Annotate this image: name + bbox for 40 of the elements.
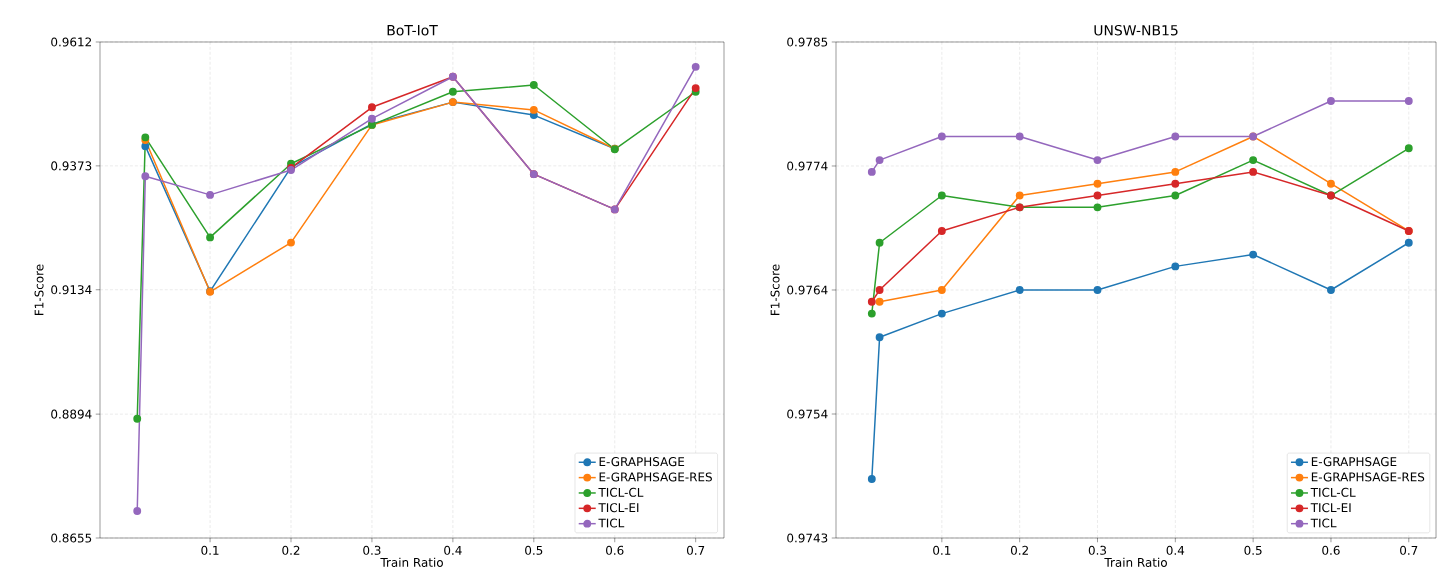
y-axis-title: F1-Score: [770, 264, 780, 315]
x-tick-label: 0.4: [1166, 545, 1185, 555]
x-tick-label: 0.6: [1322, 545, 1340, 555]
legend-label: TICL-EI: [598, 503, 639, 513]
x-tick-label: 0.2: [1010, 545, 1028, 555]
y-tick-label: 0.9612: [51, 37, 92, 47]
legend-label: TICL: [1310, 518, 1337, 528]
y-tick-label: 0.8894: [51, 409, 92, 419]
y-axis-title: F1-Score: [34, 264, 44, 315]
x-tick-label: 0.5: [525, 545, 543, 555]
legend-label: E-GRAPHSAGE-RES: [1311, 472, 1425, 482]
chart-title: UNSW-NB15: [1094, 24, 1178, 36]
y-tick-label: 0.9134: [51, 285, 92, 295]
chart-title: BoT-IoT: [387, 25, 438, 36]
legend-label: TICL-CL: [1310, 487, 1356, 497]
x-tick-label: 0.6: [606, 545, 624, 555]
x-tick-label: 0.1: [933, 545, 951, 555]
y-tick-label: 0.9785: [787, 37, 828, 47]
x-tick-label: 0.7: [686, 545, 705, 555]
legend-label: E-GRAPHSAGE-RES: [599, 472, 712, 482]
x-tick-label: 0.3: [363, 545, 381, 555]
legend-label: TICL-CL: [598, 487, 644, 497]
x-tick-label: 0.2: [282, 545, 300, 555]
y-tick-label: 0.9743: [787, 533, 828, 543]
y-tick-label: 0.8655: [51, 533, 92, 543]
x-tick-label: 0.3: [1088, 545, 1107, 555]
y-tick-label: 0.9373: [51, 161, 92, 171]
x-axis-title: Train Ratio: [380, 557, 443, 567]
x-tick-label: 0.7: [1400, 545, 1418, 555]
x-tick-label: 0.1: [201, 545, 219, 555]
x-tick-label: 0.4: [444, 545, 462, 555]
legend-label: E-GRAPHSAGE: [1311, 457, 1397, 467]
legend-label: TICL: [598, 518, 625, 528]
y-tick-label: 0.9774: [787, 161, 828, 171]
legend-label: E-GRAPHSAGE: [599, 457, 685, 467]
x-tick-label: 0.5: [1244, 545, 1262, 555]
y-tick-label: 0.9764: [787, 285, 828, 295]
legend-label: TICL-EI: [1310, 503, 1351, 513]
x-axis-title: Train Ratio: [1104, 557, 1167, 567]
y-tick-label: 0.9754: [787, 409, 828, 419]
